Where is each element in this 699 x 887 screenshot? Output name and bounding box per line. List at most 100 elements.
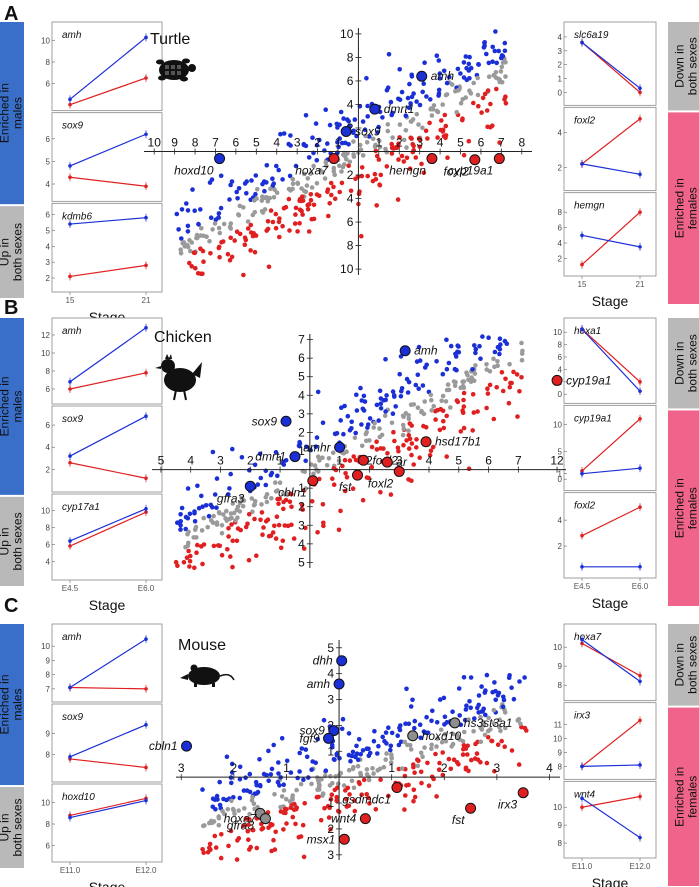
gene-dot-unchanged [304,183,310,188]
gene-dot-unchanged [210,227,215,232]
gene-dot-unchanged [482,732,488,738]
gene-marker-hoxa7 [259,813,271,825]
gene-dot-female-enriched [201,850,206,855]
gene-dot-female-enriched [336,527,342,533]
gene-dot-female-enriched [225,251,231,257]
gene-dot-female-enriched [461,390,467,396]
gene-label-msx1: msx1 [307,832,336,846]
gene-dot-unchanged [461,729,467,735]
gene-dot-male-enriched [397,727,403,733]
gene-dot-male-enriched [415,372,421,378]
gene-dot-female-enriched [417,144,423,150]
gene-dot-male-enriched [436,87,442,93]
female-line [581,506,641,537]
gene-label: kdmb6 [62,211,92,222]
gene-dot-unchanged [290,176,296,182]
gene-dot-male-enriched [244,191,249,196]
gene-dot-unchanged [390,135,395,140]
gene-dot-female-enriched [484,760,490,766]
gene-dot-female-enriched [213,845,219,850]
gene-dot-female-enriched [359,233,364,239]
gene-dot-male-enriched [414,99,419,104]
gene-dot-female-enriched [270,530,276,535]
gene-dot-female-enriched [332,196,338,202]
gene-dot-female-enriched [186,548,191,554]
x-tick-label: 5 [158,454,165,468]
y-tick-label: 1 [327,744,334,758]
gene-dot-male-enriched [208,215,214,220]
gene-dot-unchanged [458,100,464,106]
gene-dot-male-enriched [399,388,404,394]
gene-dot-male-enriched [413,382,419,388]
gene-dot-unchanged [343,151,349,156]
gene-dot-male-enriched [352,754,358,759]
y-tick-label: 9 [46,729,51,738]
left-side-enriched-males-bar [0,318,24,495]
gene-dot-unchanged [491,721,497,726]
gene-dot-male-enriched [410,697,415,703]
gene-dot-male-enriched [228,182,233,188]
gene-dot-male-enriched [502,338,508,344]
gene-dot-male-enriched [261,179,267,184]
gene-dot-male-enriched [448,343,454,349]
gene-dot-female-enriched [414,437,419,442]
gene-dot-unchanged [340,164,346,170]
gene-dot-male-enriched [214,505,219,511]
female-line [581,118,641,165]
gene-dot-unchanged [309,781,314,787]
gene-dot-unchanged [219,523,225,528]
gene-dot-unchanged [443,739,449,744]
gene-dot-male-enriched [444,80,450,86]
gene-dot-unchanged [440,393,446,399]
gene-dot-female-enriched [268,823,273,828]
chicken-silhouette-icon [155,354,202,401]
left-side-enriched-males-label: males [11,390,25,422]
gene-dot-female-enriched [435,135,440,140]
gene-dot-unchanged [279,794,285,799]
gene-dot-unchanged [460,379,466,385]
turtle-left-plot-amh: 6 8 10 amh [41,21,163,112]
gene-dot-female-enriched [471,410,477,415]
gene-dot-female-enriched [475,757,481,762]
gene-dot-female-enriched [277,496,283,502]
x-tick-label: E11.0 [60,866,81,875]
y-tick-label: 2 [327,718,334,732]
gene-dot-female-enriched [369,464,375,470]
gene-dot-female-enriched [442,112,448,118]
y-tick-label: 2 [298,500,305,514]
stage-axis-label: Stage [89,879,126,887]
gene-dot-female-enriched [328,827,333,832]
gene-dot-female-enriched [338,508,343,514]
gene-dot-male-enriched [322,148,327,153]
gene-dot-unchanged [199,226,204,231]
gene-dot-female-enriched [316,193,322,199]
gene-dot-male-enriched [198,207,203,212]
gene-marker-gsdmdc1 [391,782,403,794]
gene-dot-unchanged [336,458,342,464]
gene-dot-male-enriched [422,730,428,735]
gene-dot-unchanged [442,731,448,737]
gene-dot-female-enriched [301,854,307,860]
gene-dot-female-enriched [236,836,242,841]
gene-dot-unchanged [407,742,413,748]
y-tick-label: 1 [558,470,563,479]
x-tick-label: 4 [437,136,444,150]
left-side-up-both-bar [0,787,24,868]
gene-dot-male-enriched [406,105,412,110]
gene-dot-male-enriched [359,398,365,403]
gene-dot-female-enriched [329,792,335,797]
gene-dot-unchanged [326,456,332,461]
gene-dot-female-enriched [411,798,416,804]
gene-dot-unchanged [383,757,389,762]
gene-dot-unchanged [281,491,286,496]
gene-dot-male-enriched [234,189,239,195]
gene-dot-male-enriched [473,350,478,356]
y-tick-label: 9 [558,821,563,830]
left-side-up-both-label: Up in [0,814,12,842]
gene-dot-unchanged [251,503,257,508]
gene-dot-male-enriched [447,74,452,80]
gene-dot-male-enriched [464,703,469,708]
gene-dot-female-enriched [219,832,224,837]
gene-dot-female-enriched [245,521,250,527]
gene-dot-female-enriched [241,823,246,829]
